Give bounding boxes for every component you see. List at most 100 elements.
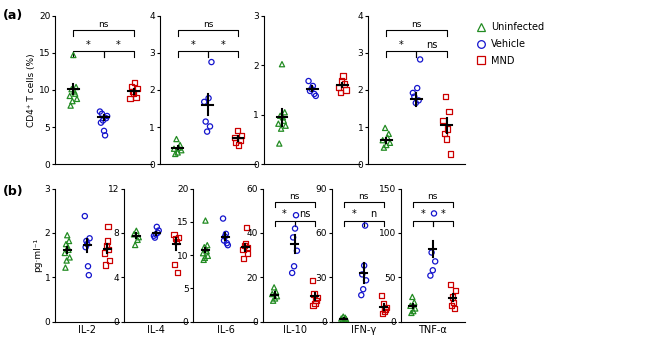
Point xyxy=(84,272,94,278)
Point xyxy=(170,262,180,267)
Point xyxy=(382,135,393,140)
Point xyxy=(448,300,458,305)
Point xyxy=(381,305,391,310)
Point xyxy=(308,302,318,308)
Point xyxy=(101,116,111,121)
Point xyxy=(335,90,345,95)
Point xyxy=(220,234,230,239)
Point xyxy=(222,240,232,246)
Point xyxy=(289,264,299,269)
Point xyxy=(170,151,181,157)
Point xyxy=(336,316,346,321)
Point xyxy=(202,243,213,248)
Text: *: * xyxy=(399,40,404,50)
Point xyxy=(96,120,106,126)
Point xyxy=(273,121,283,126)
Point xyxy=(151,224,162,230)
Point xyxy=(221,231,231,237)
Point xyxy=(69,89,79,94)
Point xyxy=(292,248,302,254)
Point xyxy=(105,258,115,263)
Point xyxy=(333,85,344,90)
Point xyxy=(133,237,143,243)
Point xyxy=(62,258,72,263)
Point xyxy=(175,142,185,148)
Point xyxy=(203,95,214,101)
Point xyxy=(126,83,136,89)
Point xyxy=(338,73,348,79)
Point xyxy=(239,243,250,248)
Point xyxy=(233,142,244,148)
Text: *: * xyxy=(116,40,121,50)
Point xyxy=(279,118,289,124)
X-axis label: TNF-α: TNF-α xyxy=(419,325,447,335)
Point xyxy=(198,257,209,263)
Point xyxy=(425,273,436,279)
Point xyxy=(200,218,211,223)
Text: *: * xyxy=(421,209,425,219)
Point xyxy=(149,233,159,238)
Point xyxy=(377,311,387,316)
X-axis label: IL-6: IL-6 xyxy=(216,325,235,335)
Point xyxy=(271,289,281,294)
Point xyxy=(384,131,394,137)
Point xyxy=(231,140,241,146)
Point xyxy=(102,238,112,244)
Point xyxy=(169,232,179,237)
Point xyxy=(61,241,72,247)
Point xyxy=(103,224,113,229)
Point xyxy=(95,109,105,114)
Point xyxy=(67,98,77,104)
Point xyxy=(102,113,112,119)
Point xyxy=(438,118,448,123)
Y-axis label: CD4⁺ T cells (%): CD4⁺ T cells (%) xyxy=(27,53,36,127)
Point xyxy=(337,78,347,84)
Point xyxy=(337,318,348,324)
Point xyxy=(270,296,280,301)
Point xyxy=(441,136,452,142)
Point xyxy=(201,246,211,252)
Point xyxy=(238,247,248,253)
Point xyxy=(62,244,73,250)
X-axis label: IL-2: IL-2 xyxy=(78,325,96,335)
Point xyxy=(408,308,419,314)
Point xyxy=(430,258,441,264)
Point xyxy=(100,133,110,138)
Point xyxy=(309,291,319,297)
Point xyxy=(205,124,215,129)
Text: (b): (b) xyxy=(3,185,24,198)
Text: ns: ns xyxy=(411,20,422,29)
Text: *: * xyxy=(351,209,356,219)
Point xyxy=(70,91,81,97)
Point xyxy=(339,317,350,323)
Point xyxy=(199,244,209,250)
Point xyxy=(268,298,278,303)
Point xyxy=(356,292,367,298)
Point xyxy=(81,244,91,250)
Point xyxy=(449,306,460,311)
Point xyxy=(60,250,70,256)
Point xyxy=(133,235,144,240)
Point xyxy=(219,238,229,243)
Point xyxy=(237,133,247,138)
Point xyxy=(202,129,213,134)
Text: n: n xyxy=(370,209,377,219)
Point xyxy=(64,238,74,244)
Point xyxy=(82,241,92,247)
Point xyxy=(287,270,297,276)
Point xyxy=(411,100,421,106)
Point xyxy=(385,140,395,146)
Point xyxy=(218,216,228,221)
Point xyxy=(171,136,181,142)
Point xyxy=(229,135,240,140)
Point xyxy=(379,145,389,151)
Point xyxy=(240,240,251,246)
Point xyxy=(130,242,140,248)
Point xyxy=(242,244,252,250)
Point xyxy=(66,103,76,108)
Point xyxy=(429,211,439,216)
Point xyxy=(129,231,139,237)
Point xyxy=(132,86,142,91)
Point xyxy=(359,263,369,268)
Point xyxy=(291,212,301,218)
